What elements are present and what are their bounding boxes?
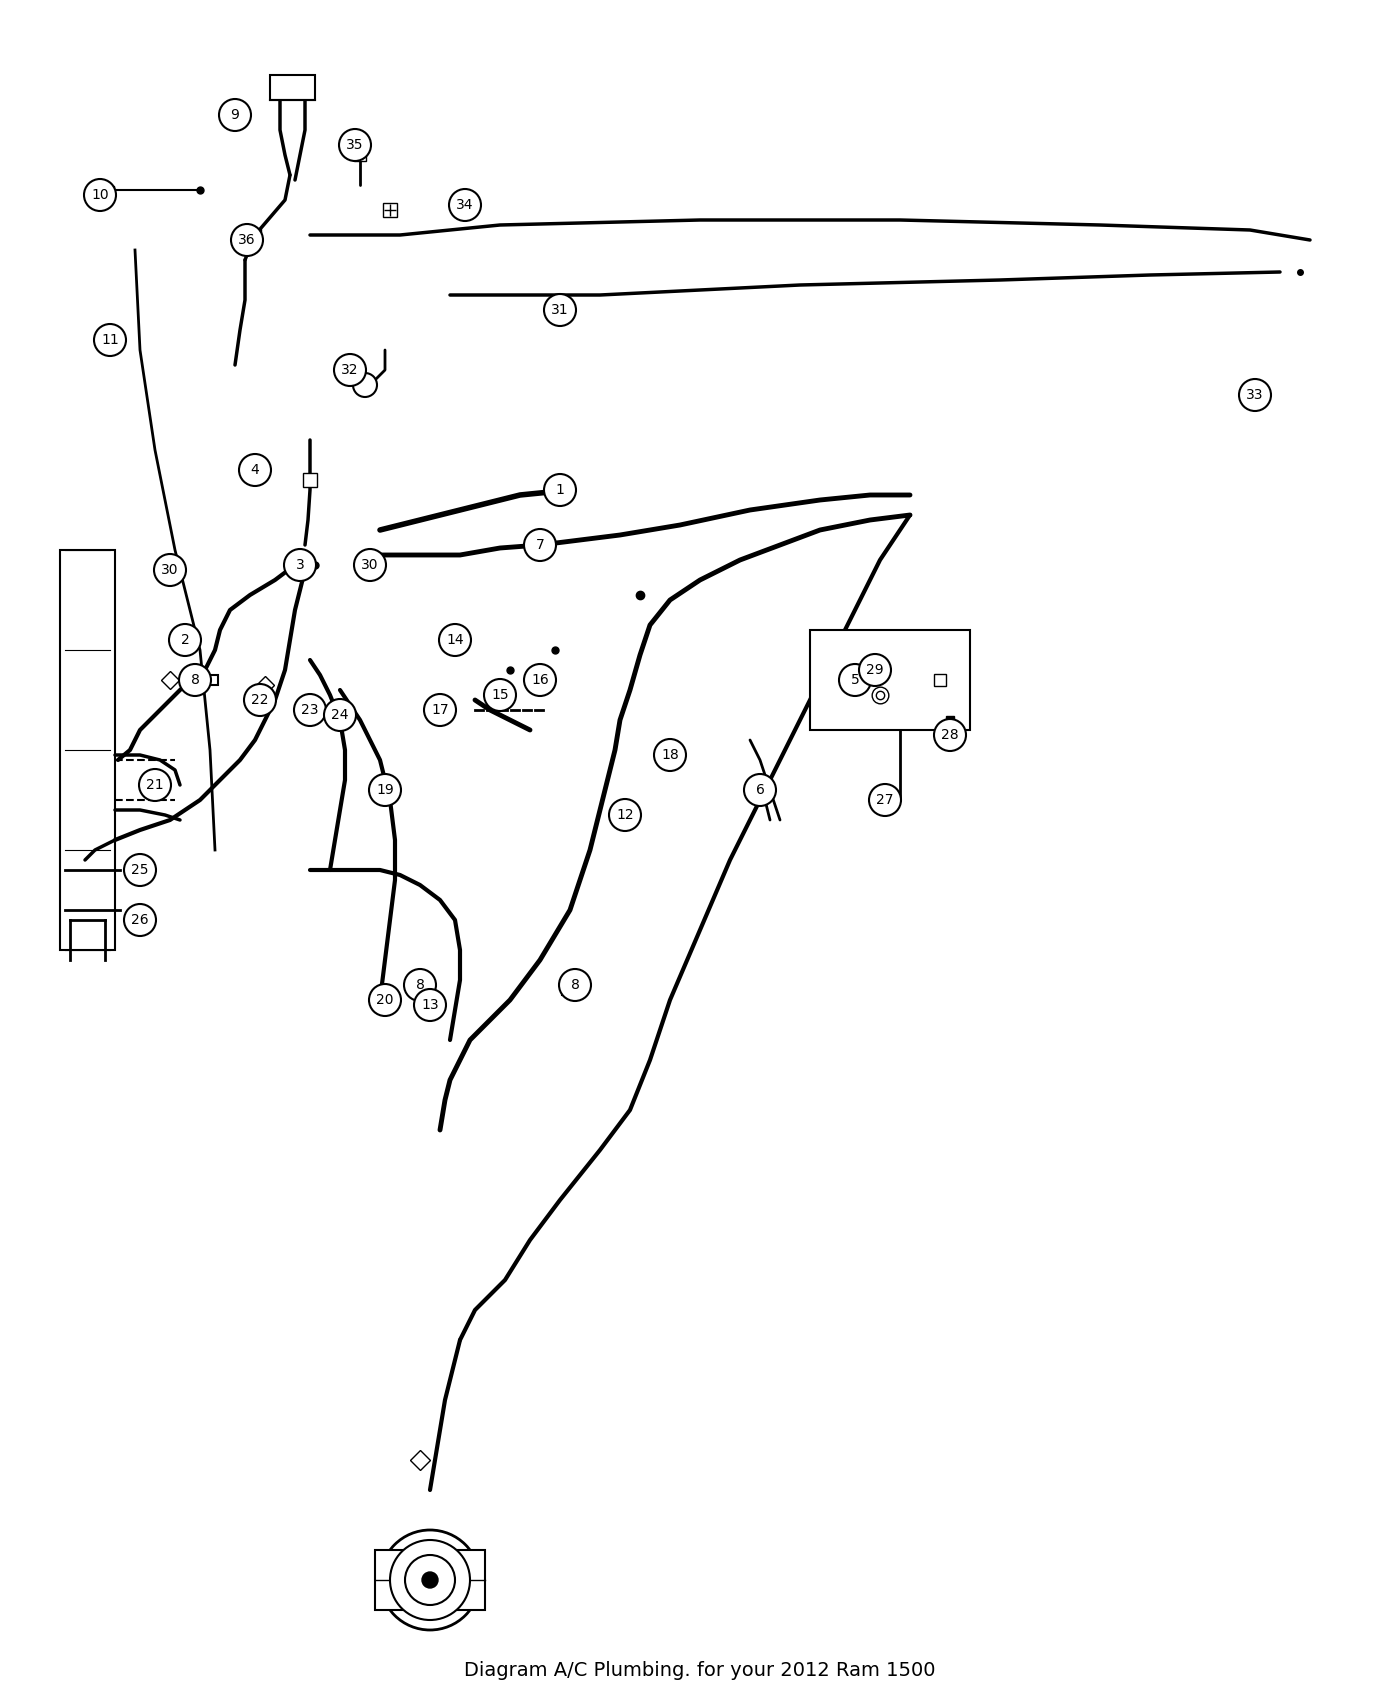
Circle shape: [179, 665, 211, 695]
Text: 33: 33: [1246, 388, 1264, 401]
Circle shape: [414, 989, 447, 1022]
Text: 14: 14: [447, 632, 463, 648]
Circle shape: [370, 984, 400, 1017]
Circle shape: [449, 189, 482, 221]
Text: 34: 34: [456, 197, 473, 212]
Circle shape: [405, 1556, 455, 1605]
Circle shape: [154, 554, 186, 586]
Text: 26: 26: [132, 913, 148, 927]
Circle shape: [353, 372, 377, 398]
Circle shape: [239, 454, 272, 486]
Text: Diagram A/C Plumbing. for your 2012 Ram 1500: Diagram A/C Plumbing. for your 2012 Ram …: [465, 1661, 935, 1680]
Circle shape: [524, 665, 556, 695]
Circle shape: [545, 294, 575, 326]
Text: 23: 23: [301, 704, 319, 717]
Text: 20: 20: [377, 993, 393, 1006]
Text: 13: 13: [421, 998, 438, 1012]
Circle shape: [294, 694, 326, 726]
Circle shape: [869, 784, 902, 816]
Text: 5: 5: [851, 673, 860, 687]
Bar: [561, 984, 578, 994]
Circle shape: [139, 768, 171, 801]
Circle shape: [524, 529, 556, 561]
Circle shape: [370, 774, 400, 806]
Circle shape: [421, 1572, 438, 1588]
Circle shape: [354, 549, 386, 581]
Circle shape: [169, 624, 202, 656]
Circle shape: [244, 683, 276, 716]
Bar: [811, 631, 970, 729]
Circle shape: [860, 654, 890, 687]
Circle shape: [559, 969, 591, 1001]
Text: 15: 15: [491, 688, 508, 702]
Circle shape: [545, 474, 575, 507]
Text: 2: 2: [181, 632, 189, 648]
Text: 18: 18: [661, 748, 679, 762]
Circle shape: [339, 129, 371, 162]
Circle shape: [424, 694, 456, 726]
Bar: [270, 75, 315, 100]
Circle shape: [323, 699, 356, 731]
Bar: [60, 551, 115, 950]
Text: 30: 30: [361, 558, 379, 571]
Text: 10: 10: [91, 189, 109, 202]
Text: 32: 32: [342, 364, 358, 377]
Text: 7: 7: [536, 537, 545, 553]
Text: 16: 16: [531, 673, 549, 687]
Bar: [375, 1550, 484, 1610]
Circle shape: [839, 665, 871, 695]
Text: 30: 30: [161, 563, 179, 576]
Circle shape: [934, 719, 966, 751]
Text: 19: 19: [377, 784, 393, 797]
Text: 4: 4: [251, 462, 259, 478]
Circle shape: [484, 678, 517, 711]
Circle shape: [609, 799, 641, 831]
Circle shape: [654, 740, 686, 772]
Text: 12: 12: [616, 808, 634, 823]
Text: 17: 17: [431, 704, 449, 717]
Text: 6: 6: [756, 784, 764, 797]
Circle shape: [391, 1540, 470, 1620]
Text: 21: 21: [146, 779, 164, 792]
Bar: [202, 675, 218, 685]
Text: 35: 35: [346, 138, 364, 151]
Circle shape: [284, 549, 316, 581]
Text: 27: 27: [876, 792, 893, 808]
Circle shape: [84, 178, 116, 211]
Circle shape: [94, 325, 126, 355]
Circle shape: [335, 354, 365, 386]
Circle shape: [218, 99, 251, 131]
Text: 31: 31: [552, 303, 568, 316]
Circle shape: [379, 1530, 480, 1630]
Circle shape: [440, 624, 470, 656]
Text: 9: 9: [231, 109, 239, 122]
Circle shape: [405, 969, 435, 1001]
Circle shape: [125, 853, 155, 886]
Text: 8: 8: [190, 673, 199, 687]
Text: 1: 1: [556, 483, 564, 496]
Text: 3: 3: [295, 558, 304, 571]
Text: 24: 24: [332, 707, 349, 722]
Text: 8: 8: [571, 977, 580, 993]
Circle shape: [231, 224, 263, 257]
Circle shape: [743, 774, 776, 806]
Bar: [412, 984, 428, 994]
Text: 11: 11: [101, 333, 119, 347]
Text: 36: 36: [238, 233, 256, 246]
Text: 22: 22: [251, 694, 269, 707]
Text: 28: 28: [941, 728, 959, 741]
Text: 8: 8: [416, 977, 424, 993]
Text: 25: 25: [132, 864, 148, 877]
Text: 29: 29: [867, 663, 883, 677]
Circle shape: [125, 904, 155, 937]
Circle shape: [1239, 379, 1271, 411]
